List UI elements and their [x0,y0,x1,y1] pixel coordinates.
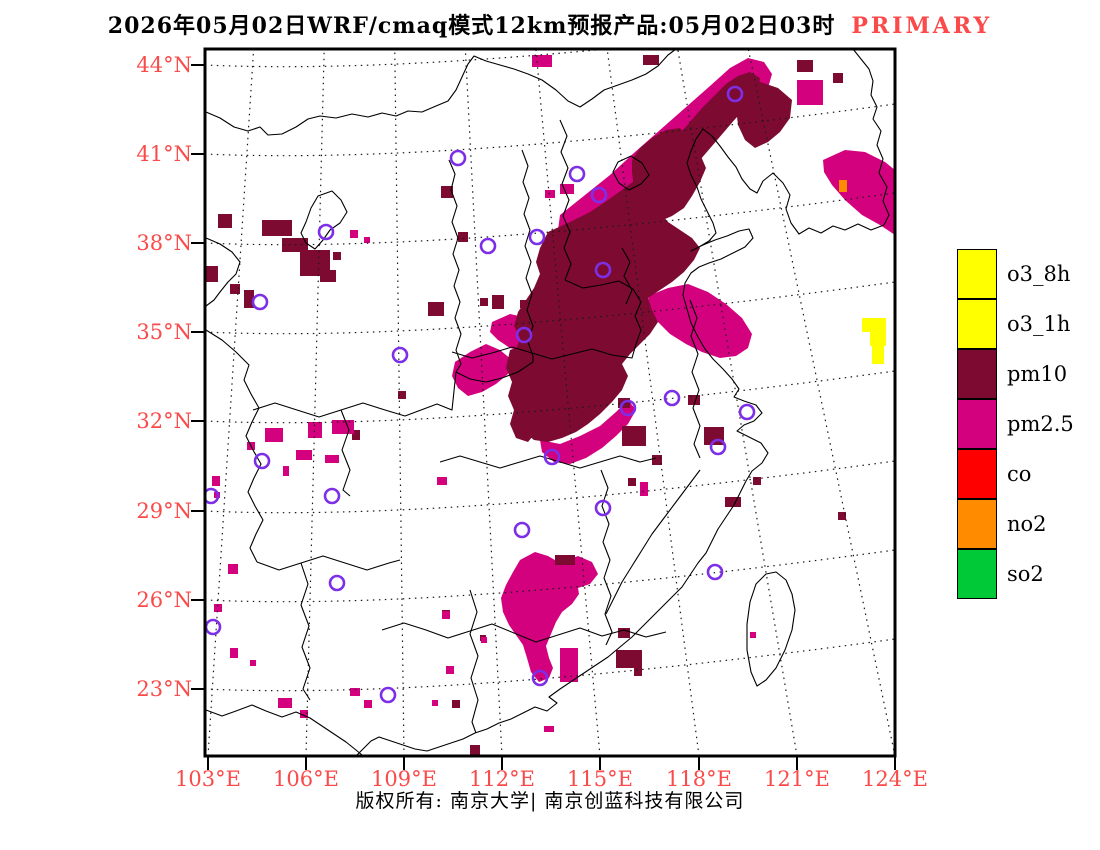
lon-label: 115°E [567,767,633,791]
legend-swatch-o3_8h [957,248,997,299]
lon-label: 121°E [764,767,830,791]
legend-item: o3_1h [957,298,1074,349]
legend-label: co [1007,462,1032,486]
title-tag-primary: PRIMARY [851,13,993,39]
legend-swatch-no2 [957,498,997,549]
legend-label: no2 [1007,512,1047,536]
legend-swatch-o3_1h [957,298,997,349]
lat-label: 41°N [136,142,192,166]
lon-label: 109°E [371,767,437,791]
lon-label: 118°E [666,767,732,791]
lat-label: 35°N [136,320,192,344]
lat-label: 44°N [136,53,192,77]
lon-label: 112°E [469,767,535,791]
lat-label: 26°N [136,588,192,612]
copyright-text: 版权所有: 南京大学| 南京创蓝科技有限公司 [355,790,745,812]
legend-item: no2 [957,498,1074,549]
legend-swatch-pm2.5 [957,398,997,449]
legend-label: pm10 [1007,362,1068,386]
lat-label: 32°N [136,409,192,433]
legend-item: pm2.5 [957,398,1074,449]
legend-swatch-so2 [957,548,997,599]
legend-item: so2 [957,548,1074,599]
lat-label: 23°N [136,677,192,701]
legend-item: o3_8h [957,248,1074,299]
legend-label: o3_8h [1007,262,1071,286]
legend-label: pm2.5 [1007,412,1074,436]
lon-label: 106°E [273,767,339,791]
page-title: 2026年05月02日WRF/cmaq模式12km预报产品:05月02日03时 P… [0,8,1100,40]
legend-swatch-co [957,448,997,499]
lat-label: 29°N [136,499,192,523]
legend-item: co [957,448,1074,499]
lat-label: 38°N [136,231,192,255]
legend-item: pm10 [957,348,1074,399]
lon-label: 124°E [862,767,928,791]
legend-swatch-pm10 [957,348,997,399]
title-text: 2026年05月02日WRF/cmaq模式12km预报产品:05月02日03时 [107,13,836,39]
legend-label: so2 [1007,562,1044,586]
pollutant-legend: o3_8h o3_1h pm10 pm2.5 co no2 so2 [957,248,1074,599]
lon-label: 103°E [175,767,241,791]
legend-label: o3_1h [1007,312,1071,336]
